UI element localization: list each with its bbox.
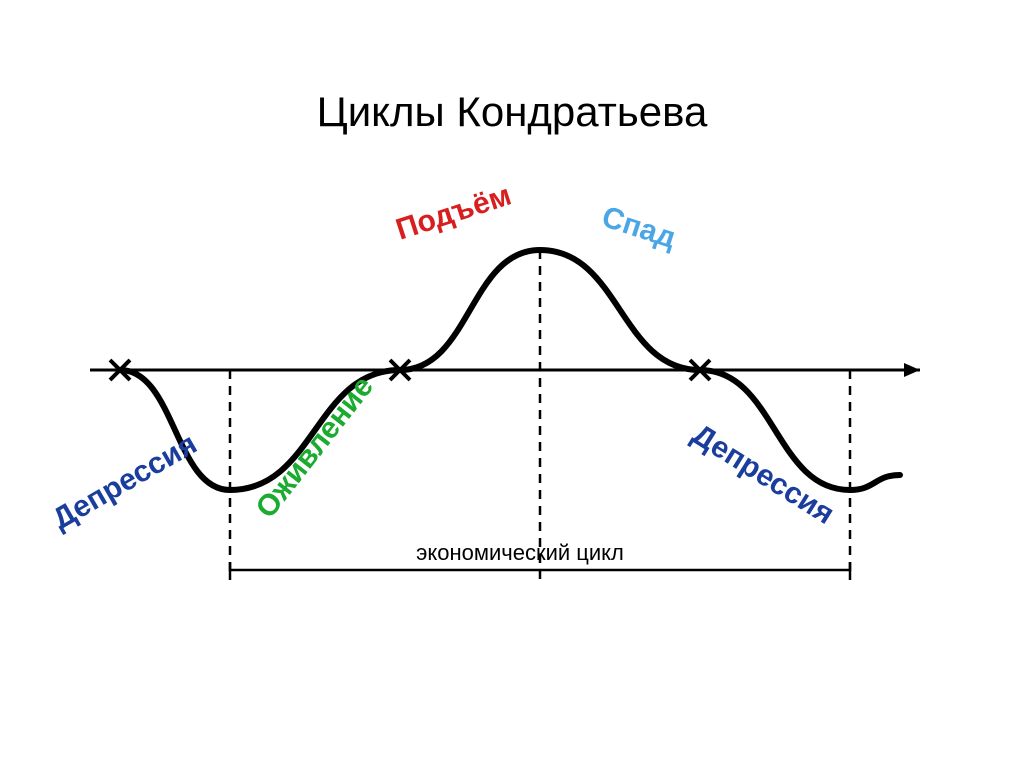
svg-text:Депрессия: Депрессия: [47, 427, 202, 536]
svg-text:экономический цикл: экономический цикл: [416, 540, 624, 565]
svg-text:Спад: Спад: [598, 200, 680, 255]
svg-text:Депрессия: Депрессия: [686, 418, 840, 531]
diagram-svg: экономический циклДепрессияОживлениеПодъ…: [90, 210, 934, 630]
cycle-diagram: экономический циклДепрессияОживлениеПодъ…: [90, 210, 934, 630]
svg-text:Оживление: Оживление: [250, 370, 380, 524]
page-title: Циклы Кондратьева: [0, 88, 1024, 136]
svg-text:Подъём: Подъём: [392, 179, 515, 247]
